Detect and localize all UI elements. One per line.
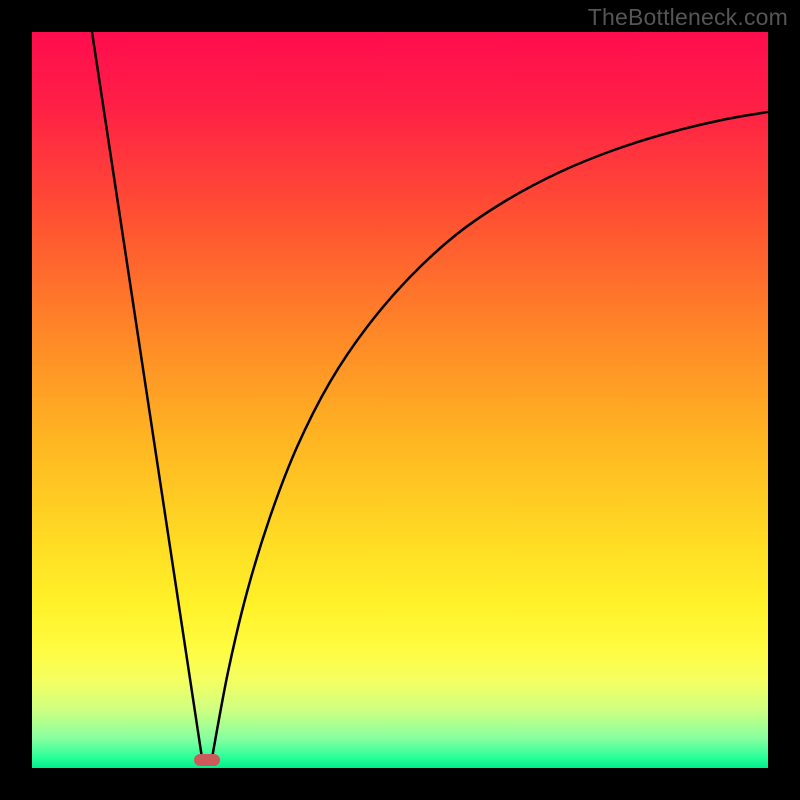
curve-left-branch	[92, 32, 202, 758]
chart-container: TheBottleneck.com	[0, 0, 800, 800]
watermark-text: TheBottleneck.com	[588, 4, 788, 31]
plot-area	[32, 32, 768, 768]
minimum-marker	[194, 754, 220, 766]
curve-right-branch	[212, 112, 768, 758]
curve-layer	[32, 32, 768, 768]
